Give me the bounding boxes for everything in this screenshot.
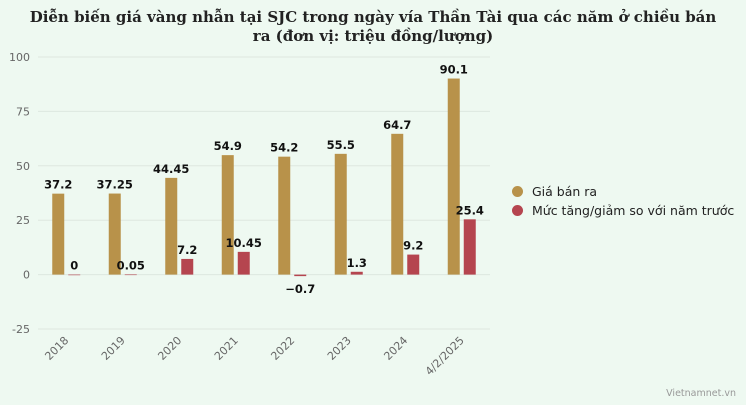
bar-muc-tang-giam [350,271,363,275]
legend-swatch-gold [512,186,523,197]
bar-muc-tang-giam [181,258,194,275]
x-tick-label: 2023 [325,334,354,363]
data-label: 55.5 [327,138,355,152]
credit-text: Vietnamnet.vn [666,388,736,399]
legend-swatch-red [512,205,523,216]
x-tick-label: 4/2/2025 [423,334,467,378]
y-tick-label: 0 [23,269,30,282]
legend-label: Mức tăng/giảm so với năm trước [532,203,735,218]
x-tick-label: 2021 [212,334,241,363]
legend-item-gia-ban-ra[interactable]: Giá bán ra [512,182,734,201]
bar-gia-ban-ra [391,133,404,275]
data-label: 25.4 [456,203,484,217]
x-axis-ticks: 2018 2019 2020 2021 2022 2023 2024 4/2/2025 [42,334,466,378]
chart-title: Diễn biến giá vàng nhẫn tại SJC trong ng… [29,8,717,45]
data-label: 9.2 [403,239,423,253]
y-tick-label: 75 [16,105,30,118]
bar-gia-ban-ra [165,177,178,275]
x-tick-label: 2024 [381,334,410,363]
bar-gia-ban-ra [52,193,65,275]
bar-gia-ban-ra [221,155,234,275]
x-tick-label: 2019 [99,334,128,363]
y-tick-label: 25 [16,214,30,227]
bar-muc-tang-giam [407,254,420,275]
y-tick-label: 50 [16,160,30,173]
bar-muc-tang-giam [294,274,307,277]
bar-muc-tang-giam [124,274,137,276]
data-label: 44.45 [153,162,189,176]
data-label: 1.3 [347,256,367,270]
bar-muc-tang-giam [463,219,476,275]
data-label: 90.1 [440,63,468,77]
data-label: 54.9 [214,139,242,153]
x-tick-label: 2020 [155,334,184,363]
data-labels: 37.2 0 37.25 0.05 44.45 7.2 54.9 10.45 54.2 −0.7 5… [44,63,484,297]
bar-gia-ban-ra [334,153,347,275]
bars [52,78,476,277]
x-tick-label: 2022 [268,334,297,363]
data-label: 0 [70,259,78,273]
bar-muc-tang-giam [68,274,81,276]
y-axis-ticks: -25 0 25 50 75 100 [9,51,30,336]
y-tick-label: 100 [9,51,30,64]
data-label: 7.2 [177,243,197,257]
legend: Giá bán ra Mức tăng/giảm so với năm trướ… [512,182,734,220]
grid-lines [38,56,490,330]
legend-item-muc-tang-giam[interactable]: Mức tăng/giảm so với năm trước [512,201,734,220]
data-label: −0.7 [285,282,315,296]
data-label: 54.2 [270,141,298,155]
bar-gia-ban-ra [108,193,121,275]
bar-muc-tang-giam [237,251,250,275]
data-label: 37.25 [97,178,133,192]
y-tick-label: -25 [12,323,30,336]
data-label: 0.05 [117,258,145,272]
data-label: 10.45 [226,236,262,250]
bar-gia-ban-ra [278,156,291,275]
bar-gia-ban-ra [447,78,460,275]
x-tick-label: 2018 [42,334,71,363]
legend-label: Giá bán ra [532,184,598,199]
data-label: 64.7 [383,118,411,132]
data-label: 37.2 [44,178,72,192]
